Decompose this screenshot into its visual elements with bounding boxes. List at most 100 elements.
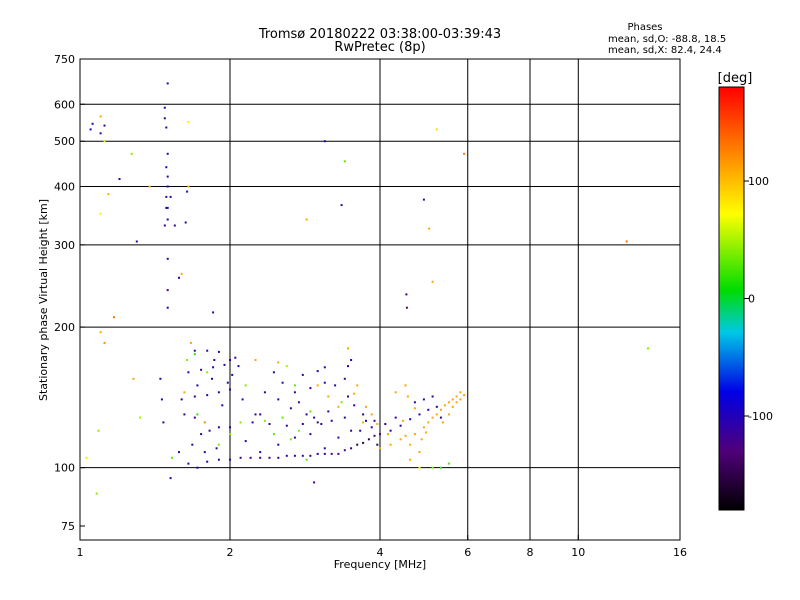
data-point-o — [353, 404, 356, 407]
data-point-o — [293, 391, 296, 394]
data-point-x — [148, 185, 151, 188]
data-point-x — [187, 120, 190, 123]
data-point-o — [316, 452, 319, 455]
data-point-o — [343, 416, 346, 419]
data-point-x — [309, 410, 312, 413]
data-point-x — [647, 347, 649, 350]
stats-line-x: mean, sd,X: 82.4, 24.4 — [608, 45, 722, 56]
data-point-x — [431, 466, 434, 469]
data-point-o — [301, 423, 304, 425]
data-point-o — [268, 456, 271, 459]
data-point-o — [350, 359, 353, 361]
data-point-x — [418, 466, 421, 469]
data-point-o — [293, 454, 296, 457]
data-point-x — [103, 140, 106, 143]
data-point-o — [166, 306, 169, 309]
data-point-x — [439, 408, 442, 411]
data-point-x — [425, 431, 428, 434]
y-tick-label: 500 — [54, 135, 75, 148]
data-point-o — [347, 365, 349, 368]
data-point-x — [362, 421, 365, 424]
colorbar-tick-label: -100 — [748, 410, 773, 423]
data-point-o — [118, 178, 121, 180]
data-point-o — [340, 204, 343, 207]
colorbar-label: [deg] — [718, 71, 753, 86]
data-point-x — [441, 421, 444, 424]
data-point-o — [389, 429, 392, 432]
data-point-o — [193, 349, 196, 352]
data-point-o — [163, 117, 166, 120]
data-point-x — [451, 405, 454, 408]
data-point-o — [362, 441, 365, 444]
data-point-o — [263, 391, 266, 394]
data-point-o — [384, 423, 387, 425]
data-point-o — [316, 370, 319, 373]
data-point-o — [191, 443, 194, 446]
data-point-o — [301, 373, 304, 376]
data-point-x — [447, 413, 450, 416]
data-point-o — [99, 132, 102, 135]
data-point-x — [305, 458, 308, 461]
data-point-o — [320, 423, 323, 425]
data-point-o — [239, 456, 242, 459]
data-point-o — [249, 456, 252, 459]
x-tick-label: 10 — [571, 546, 585, 559]
data-point-o — [163, 106, 166, 109]
data-point-o — [229, 426, 231, 429]
data-point-o — [435, 405, 438, 408]
data-point-x — [340, 401, 343, 404]
colorbar-tick-label: 0 — [748, 293, 755, 306]
data-point-x — [463, 152, 466, 155]
data-point-o — [165, 206, 168, 209]
data-point-o — [334, 384, 337, 387]
chart-title-line1: Tromsø 20180222 03:38:00-03:39:43 — [258, 27, 502, 42]
data-point-o — [180, 398, 183, 401]
data-point-o — [356, 443, 359, 446]
data-point-o — [166, 185, 169, 188]
data-point-o — [163, 224, 166, 227]
data-point-o — [169, 195, 172, 198]
data-point-x — [347, 347, 349, 350]
data-point-x — [418, 451, 421, 454]
data-point-o — [309, 433, 312, 436]
data-point-o — [178, 276, 180, 279]
data-point-x — [463, 394, 466, 397]
data-point-x — [435, 413, 438, 416]
data-point-o — [178, 451, 180, 454]
y-tick-label: 300 — [54, 239, 75, 252]
data-point-o — [229, 388, 231, 391]
data-point-x — [459, 391, 462, 394]
colorbar — [718, 86, 745, 511]
data-point-o — [422, 198, 425, 201]
data-point-x — [379, 447, 381, 450]
data-point-x — [406, 395, 409, 398]
data-point-x — [289, 438, 292, 441]
data-point-x — [285, 365, 288, 368]
data-point-x — [431, 416, 434, 419]
data-point-o — [370, 426, 373, 429]
data-point-o — [309, 454, 312, 457]
data-point-o — [373, 419, 376, 422]
data-point-x — [85, 456, 88, 459]
data-point-o — [422, 398, 425, 401]
data-point-x — [409, 458, 412, 461]
data-point-x — [394, 391, 397, 394]
x-tick-label: 8 — [527, 546, 534, 559]
data-point-o — [305, 413, 308, 416]
data-point-o — [196, 466, 199, 469]
data-point-o — [301, 454, 304, 457]
data-point-x — [431, 280, 434, 283]
data-point-o — [160, 398, 163, 401]
data-point-o — [254, 413, 257, 416]
data-point-o — [327, 410, 330, 413]
data-point-o — [183, 413, 186, 416]
data-point-x — [447, 462, 450, 465]
data-point-o — [379, 433, 381, 436]
data-point-x — [99, 331, 102, 334]
data-point-o — [359, 429, 362, 432]
data-point-o — [323, 452, 326, 455]
data-point-x — [404, 434, 407, 437]
data-point-o — [206, 349, 209, 352]
y-tick-label: 400 — [54, 180, 75, 193]
data-point-o — [187, 462, 190, 465]
